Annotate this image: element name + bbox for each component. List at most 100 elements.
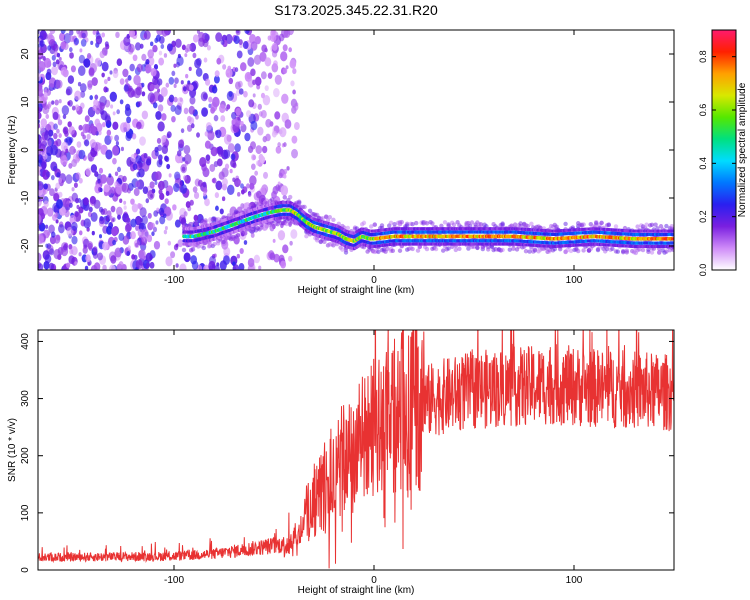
noise-blob xyxy=(56,128,60,134)
noise-blob xyxy=(68,126,75,135)
noise-blob xyxy=(104,41,109,47)
noise-blob xyxy=(164,206,172,217)
ridge-halo-dot xyxy=(390,248,395,254)
noise-blob xyxy=(133,187,140,197)
noise-blob xyxy=(56,172,61,178)
noise-blob xyxy=(90,40,94,45)
noise-blob xyxy=(124,107,132,117)
noise-blob xyxy=(75,172,81,180)
noise-blob xyxy=(110,205,116,213)
noise-blob xyxy=(114,171,119,177)
noise-blob xyxy=(173,83,177,88)
noise-blob xyxy=(74,261,78,266)
noise-blob xyxy=(91,230,95,236)
ridge-halo-dot xyxy=(664,249,669,254)
noise-blob xyxy=(106,129,112,136)
noise-blob xyxy=(55,59,60,65)
noise-blob xyxy=(156,137,162,144)
noise-blob xyxy=(127,245,131,250)
noise-blob xyxy=(65,148,69,154)
noise-blob xyxy=(180,164,187,174)
noise-blob xyxy=(110,104,114,109)
noise-blob xyxy=(251,163,256,170)
ridge-halo-dot xyxy=(471,244,476,249)
noise-blob xyxy=(273,60,278,67)
noise-blob xyxy=(131,133,137,140)
noise-blob xyxy=(76,141,82,148)
noise-blob xyxy=(203,57,208,63)
noise-blob xyxy=(43,183,48,190)
ridge-halo-dot xyxy=(613,224,619,229)
ridge-halo-dot xyxy=(264,224,269,229)
snr-x-label: Height of straight line (km) xyxy=(298,585,415,596)
noise-blob xyxy=(247,57,255,67)
noise-blob xyxy=(126,250,131,257)
noise-blob xyxy=(55,219,59,224)
noise-blob xyxy=(177,239,184,248)
noise-blob xyxy=(292,89,296,95)
noise-blob xyxy=(267,72,273,79)
ridge-halo-dot xyxy=(446,246,451,251)
ridge-halo-dot xyxy=(529,221,534,226)
noise-blob xyxy=(249,182,255,190)
noise-blob xyxy=(109,264,116,270)
noise-blob xyxy=(50,175,55,181)
noise-blob xyxy=(74,104,80,112)
noise-blob xyxy=(112,70,119,79)
noise-blob xyxy=(77,65,86,76)
noise-blob xyxy=(55,138,62,147)
ridge-halo-dot xyxy=(500,247,505,253)
noise-blob xyxy=(79,83,87,93)
noise-blob xyxy=(68,255,75,264)
ridge-halo-dot xyxy=(199,218,205,224)
ridge-halo-dot xyxy=(615,249,620,254)
noise-blob xyxy=(54,211,59,218)
noise-blob xyxy=(166,163,171,170)
colorbar-scale xyxy=(711,29,737,271)
noise-blob xyxy=(147,92,155,103)
noise-blob xyxy=(128,43,135,53)
noise-blob xyxy=(293,103,299,111)
noise-blob xyxy=(98,130,102,136)
noise-blob xyxy=(38,252,42,262)
noise-blob xyxy=(71,221,78,231)
ridge-halo-dot xyxy=(282,195,287,200)
ridge-halo-dot xyxy=(453,247,458,253)
noise-blob xyxy=(149,255,153,260)
noise-blob xyxy=(164,198,169,205)
noise-blob xyxy=(66,262,71,269)
noise-blob xyxy=(183,144,191,155)
noise-blob xyxy=(134,42,141,51)
colorbar-label: Normalized spectral amplitude xyxy=(737,82,748,217)
noise-blob xyxy=(265,133,271,142)
noise-blob xyxy=(250,141,257,150)
noise-blob xyxy=(105,216,109,222)
noise-blob xyxy=(257,126,264,136)
noise-blob xyxy=(155,34,161,42)
noise-blob xyxy=(76,204,80,210)
noise-blob xyxy=(38,263,44,270)
noise-blob xyxy=(254,76,262,86)
noise-blob xyxy=(48,262,55,270)
noise-blob xyxy=(101,32,106,38)
noise-blob xyxy=(78,177,83,184)
noise-blob xyxy=(94,171,99,178)
noise-blob xyxy=(128,30,136,38)
noise-blob xyxy=(180,184,188,194)
noise-blob xyxy=(112,217,116,222)
noise-blob xyxy=(141,53,147,61)
noise-blob xyxy=(245,110,252,118)
noise-blob xyxy=(73,148,77,153)
noise-blob xyxy=(183,211,188,217)
noise-blob xyxy=(264,85,269,92)
noise-blob xyxy=(283,174,287,179)
noise-blob xyxy=(67,75,75,84)
noise-blob xyxy=(164,155,169,162)
noise-blob xyxy=(60,41,67,50)
noise-blob xyxy=(86,241,94,250)
noise-blob xyxy=(259,155,266,164)
noise-blob xyxy=(166,43,173,52)
noise-blob xyxy=(181,44,186,51)
noise-blob xyxy=(177,139,185,149)
